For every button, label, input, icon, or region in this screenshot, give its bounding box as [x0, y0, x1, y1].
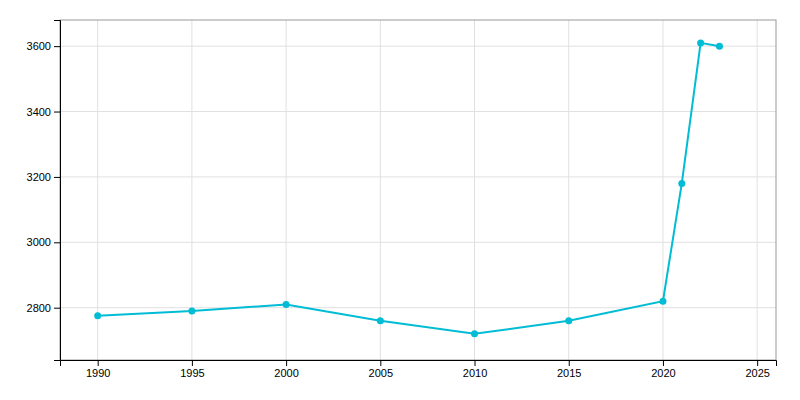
point: [471, 330, 478, 337]
tick-label: 2000: [274, 367, 298, 379]
tick-mark: [54, 242, 60, 243]
grid-line: [60, 242, 776, 243]
tick-mark: [757, 360, 758, 366]
y-axis: 2800 3000 3200 3400 3600: [27, 21, 61, 361]
grid-line: [60, 176, 776, 177]
plot: 1990 1995 2000 2005 2010 2015 2020 2025 2800 3000…: [27, 20, 777, 379]
grid-line: [97, 20, 98, 360]
grid-line: [662, 20, 663, 360]
tick: 3600: [27, 40, 60, 52]
chart: 1990 1995 2000 2005 2010 2015 2020 2025 2800 3000…: [0, 0, 800, 400]
tick-mark: [54, 112, 60, 113]
point: [697, 39, 704, 46]
tick-mark: [663, 360, 664, 366]
axis-line: [54, 21, 61, 361]
point: [565, 317, 572, 324]
tick-mark: [54, 46, 60, 47]
tick-mark: [286, 360, 287, 366]
axis-line: [61, 361, 777, 367]
x-axis: 1990 1995 2000 2005 2010 2015 2020 2025: [61, 360, 777, 379]
grid-line: [568, 20, 569, 360]
point: [283, 301, 290, 308]
point: [188, 307, 195, 314]
tick-label: 2010: [463, 367, 487, 379]
point: [678, 180, 685, 187]
grid-line: [60, 307, 776, 308]
plot-frame: [60, 20, 776, 360]
grid-line: [286, 20, 287, 360]
tick-label: 3600: [27, 40, 51, 52]
tick-label: 3400: [27, 106, 51, 118]
tick: 2025: [745, 360, 769, 379]
grid-line: [757, 20, 758, 360]
tick: 2800: [27, 302, 60, 314]
tick: 2020: [651, 360, 675, 379]
tick-label: 3200: [27, 171, 51, 183]
grid: [60, 20, 776, 360]
point: [716, 43, 723, 50]
tick: 3000: [27, 236, 60, 248]
tick: 3200: [27, 171, 60, 183]
point: [377, 317, 384, 324]
tick-label: 2800: [27, 302, 51, 314]
tick: 2005: [369, 360, 393, 379]
marks: [94, 39, 723, 337]
tick-mark: [54, 308, 60, 309]
tick: 2000: [274, 360, 298, 379]
tick: 1995: [180, 360, 204, 379]
tick-mark: [98, 360, 99, 366]
tick-mark: [54, 177, 60, 178]
grid-line: [60, 111, 776, 112]
tick-label: 3000: [27, 236, 51, 248]
tick-label: 2005: [369, 367, 393, 379]
tick: 2015: [557, 360, 581, 379]
point: [94, 312, 101, 319]
grid-line: [60, 46, 776, 47]
tick-label: 2015: [557, 367, 581, 379]
tick-label: 2020: [651, 367, 675, 379]
tick: 1990: [86, 360, 110, 379]
line: [98, 43, 720, 334]
tick-mark: [569, 360, 570, 366]
grid-line: [380, 20, 381, 360]
tick-label: 2025: [745, 367, 769, 379]
tick-label: 1990: [86, 367, 110, 379]
point: [659, 298, 666, 305]
grid-line: [474, 20, 475, 360]
tick-mark: [475, 360, 476, 366]
tick: 2010: [463, 360, 487, 379]
tick: 3400: [27, 106, 60, 118]
tick-label: 1995: [180, 367, 204, 379]
tick-mark: [380, 360, 381, 366]
tick-mark: [192, 360, 193, 366]
